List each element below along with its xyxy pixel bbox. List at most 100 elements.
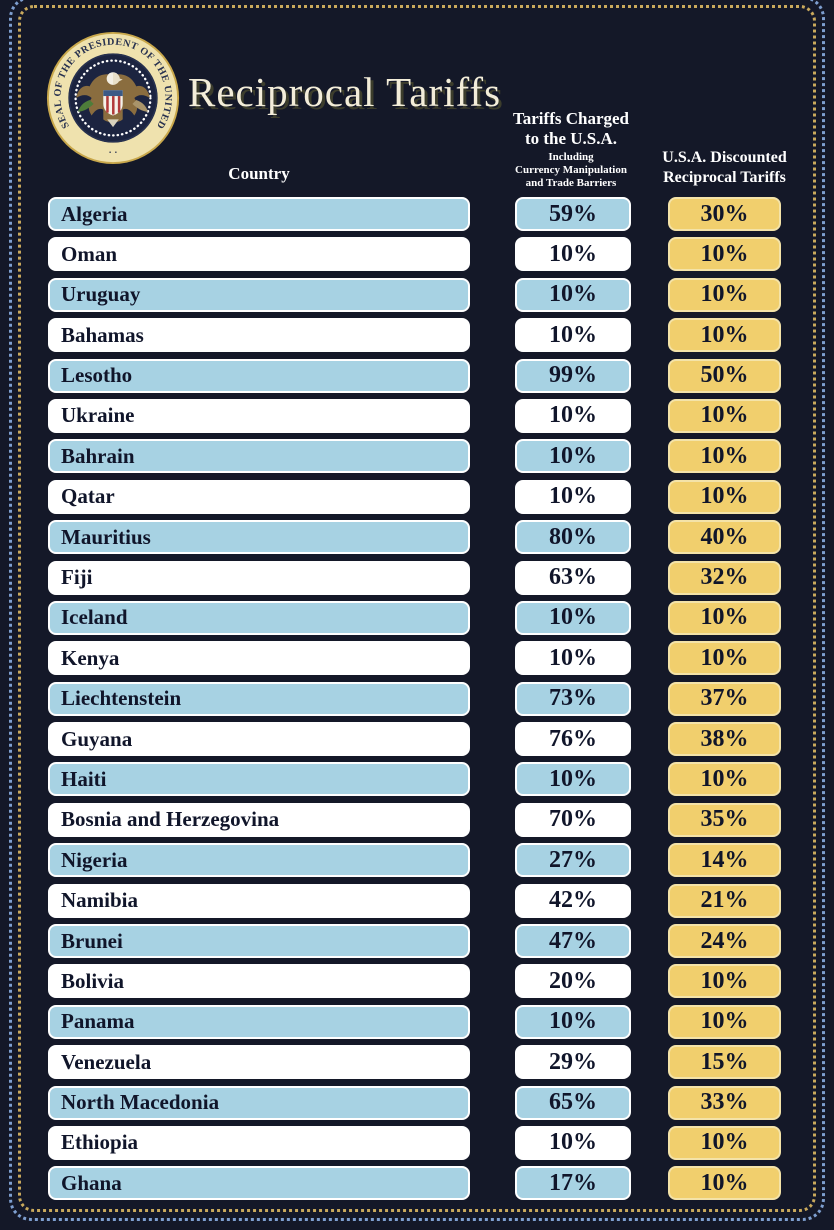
charged-tariff-cell: 10% — [515, 237, 631, 272]
presidential-seal-icon: SEAL OF THE PRESIDENT OF THE UNITED STAT… — [45, 30, 180, 165]
discounted-tariff-cell: 10% — [668, 600, 781, 635]
country-cell: Ghana — [48, 1166, 470, 1201]
discounted-tariff-cell: 14% — [668, 843, 781, 878]
table-row: Iceland 10% 10% — [48, 600, 786, 635]
country-cell: Bahamas — [48, 318, 470, 353]
country-cell: Bosnia and Herzegovina — [48, 802, 470, 837]
header-usa-discounted: U.S.A. Discounted Reciprocal Tariffs — [647, 148, 802, 188]
eagle-icon — [76, 72, 150, 128]
table-row: Panama 10% 10% — [48, 1004, 786, 1039]
discounted-tariff-cell: 10% — [668, 1166, 781, 1201]
country-cell: Kenya — [48, 641, 470, 676]
table-row: Nigeria 27% 14% — [48, 843, 786, 878]
header-usa-discounted-line1: U.S.A. Discounted — [662, 149, 787, 166]
discounted-tariff-cell: 10% — [668, 439, 781, 474]
charged-tariff-cell: 10% — [515, 398, 631, 433]
country-cell: Haiti — [48, 762, 470, 797]
table-row: North Macedonia 65% 33% — [48, 1085, 786, 1120]
discounted-tariff-cell: 10% — [668, 964, 781, 999]
header-tariffs-charged: Tariffs Charged to the U.S.A. Including … — [479, 109, 663, 190]
table-row: Bahamas 10% 10% — [48, 318, 786, 353]
table-row: Fiji 63% 32% — [48, 560, 786, 595]
table-row: Mauritius 80% 40% — [48, 520, 786, 555]
charged-tariff-cell: 29% — [515, 1045, 631, 1080]
header-tariffs-charged-line2: to the U.S.A. — [524, 129, 618, 148]
discounted-tariff-cell: 10% — [668, 762, 781, 797]
charged-tariff-cell: 59% — [515, 197, 631, 231]
discounted-tariff-cell: 10% — [668, 641, 781, 676]
discounted-tariff-cell: 10% — [668, 479, 781, 514]
country-cell: Iceland — [48, 600, 470, 635]
charged-tariff-cell: 10% — [515, 600, 631, 635]
discounted-tariff-cell: 10% — [668, 398, 781, 433]
charged-tariff-cell: 10% — [515, 1004, 631, 1039]
table-row: Liechtenstein 73% 37% — [48, 681, 786, 716]
country-cell: Lesotho — [48, 358, 470, 393]
charged-tariff-cell: 76% — [515, 722, 631, 757]
table-row: Bolivia 20% 10% — [48, 964, 786, 999]
country-cell: Nigeria — [48, 843, 470, 878]
charged-tariff-cell: 10% — [515, 762, 631, 797]
discounted-tariff-cell: 21% — [668, 883, 781, 918]
seal-bottom-dots: · · — [109, 147, 118, 158]
table-row: Bosnia and Herzegovina 70% 35% — [48, 802, 786, 837]
charged-tariff-cell: 99% — [515, 358, 631, 393]
charged-tariff-cell: 65% — [515, 1085, 631, 1120]
country-cell: Algeria — [48, 197, 470, 231]
country-cell: Bahrain — [48, 439, 470, 474]
discounted-tariff-cell: 40% — [668, 520, 781, 555]
table-row: Ukraine 10% 10% — [48, 398, 786, 433]
country-cell: North Macedonia — [48, 1085, 470, 1120]
country-cell: Uruguay — [48, 277, 470, 312]
table-row: Haiti 10% 10% — [48, 762, 786, 797]
charged-tariff-cell: 70% — [515, 802, 631, 837]
discounted-tariff-cell: 37% — [668, 681, 781, 716]
page-title: Reciprocal Tariffs — [188, 69, 502, 115]
charged-tariff-cell: 10% — [515, 1125, 631, 1160]
charged-tariff-cell: 27% — [515, 843, 631, 878]
table-row: Kenya 10% 10% — [48, 641, 786, 676]
country-cell: Bolivia — [48, 964, 470, 999]
discounted-tariff-cell: 10% — [668, 1125, 781, 1160]
discounted-tariff-cell: 32% — [668, 560, 781, 595]
discounted-tariff-cell: 10% — [668, 277, 781, 312]
charged-tariff-cell: 47% — [515, 924, 631, 959]
charged-tariff-cell: 10% — [515, 439, 631, 474]
table-row: Guyana 76% 38% — [48, 722, 786, 757]
discounted-tariff-cell: 38% — [668, 722, 781, 757]
charged-tariff-cell: 42% — [515, 883, 631, 918]
country-cell: Mauritius — [48, 520, 470, 555]
country-cell: Liechtenstein — [48, 681, 470, 716]
table-row: Ethiopia 10% 10% — [48, 1125, 786, 1160]
table-row: Venezuela 29% 15% — [48, 1045, 786, 1080]
table-row: Namibia 42% 21% — [48, 883, 786, 918]
charged-tariff-cell: 73% — [515, 681, 631, 716]
charged-tariff-cell: 80% — [515, 520, 631, 555]
charged-tariff-cell: 10% — [515, 318, 631, 353]
country-cell: Brunei — [48, 924, 470, 959]
discounted-tariff-cell: 15% — [668, 1045, 781, 1080]
table-row: Qatar 10% 10% — [48, 479, 786, 514]
discounted-tariff-cell: 50% — [668, 358, 781, 393]
charged-tariff-cell: 20% — [515, 964, 631, 999]
discounted-tariff-cell: 10% — [668, 1004, 781, 1039]
table-row: Brunei 47% 24% — [48, 924, 786, 959]
tariff-table: Algeria 59% 30% Oman 10% 10% Uruguay 10%… — [48, 197, 786, 1201]
header-tariffs-charged-line1: Tariffs Charged — [512, 109, 629, 128]
charged-tariff-cell: 63% — [515, 560, 631, 595]
table-row: Uruguay 10% 10% — [48, 277, 786, 312]
table-row: Bahrain 10% 10% — [48, 439, 786, 474]
discounted-tariff-cell: 10% — [668, 237, 781, 272]
country-cell: Qatar — [48, 479, 470, 514]
country-cell: Fiji — [48, 560, 470, 595]
table-row: Algeria 59% 30% — [48, 197, 786, 231]
discounted-tariff-cell: 30% — [668, 197, 781, 231]
charged-tariff-cell: 17% — [515, 1166, 631, 1201]
table-row: Ghana 17% 10% — [48, 1166, 786, 1201]
discounted-tariff-cell: 24% — [668, 924, 781, 959]
discounted-tariff-cell: 33% — [668, 1085, 781, 1120]
header-usa-discounted-line2: Reciprocal Tariffs — [663, 169, 786, 186]
country-cell: Ethiopia — [48, 1125, 470, 1160]
discounted-tariff-cell: 10% — [668, 318, 781, 353]
